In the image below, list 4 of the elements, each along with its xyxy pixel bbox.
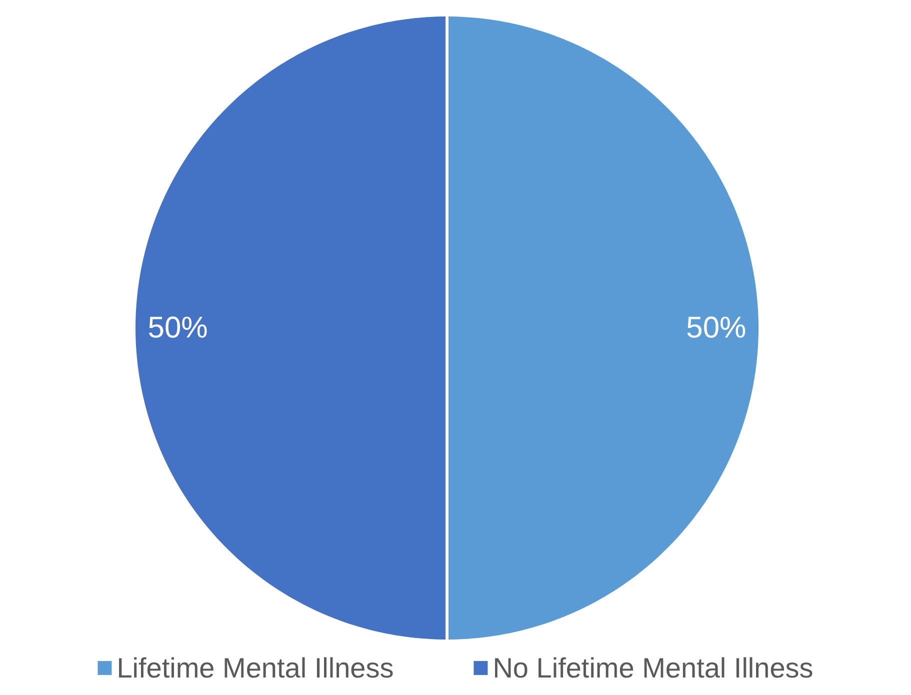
legend-label: Lifetime Mental Illness — [116, 652, 394, 684]
legend-label: No Lifetime Mental Illness — [492, 652, 814, 684]
data-label: 50% — [148, 312, 208, 344]
data-label: 50% — [686, 312, 746, 344]
